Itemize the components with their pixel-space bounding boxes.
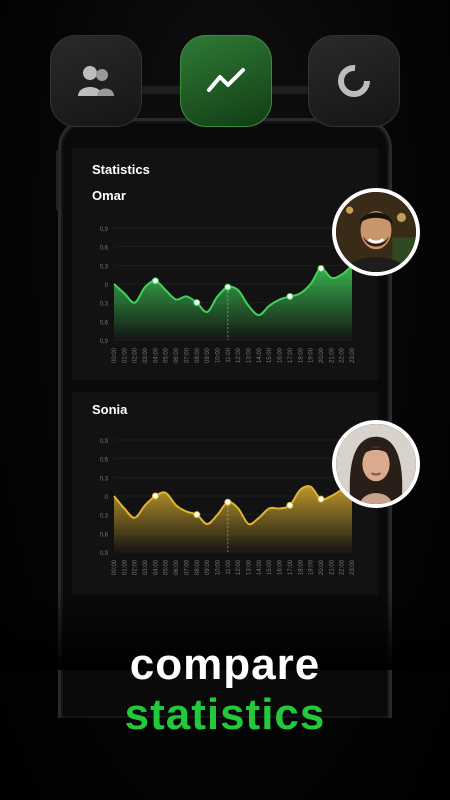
user-name-omar: Omar (92, 188, 126, 203)
x-tick-label: 16:00 (278, 347, 284, 363)
x-tick-label: 18:00 (298, 347, 304, 363)
donut-icon (338, 65, 370, 97)
x-tick-label: 19:00 (309, 347, 315, 363)
avatar-sonia[interactable] (332, 420, 420, 508)
data-point (224, 498, 232, 506)
x-tick-label: 14:00 (257, 347, 263, 363)
x-tick-label: 08:00 (195, 347, 201, 363)
chart-omar: 0,90,60,300,30,60,900:00 01:00 02:00 03:00 0… (100, 227, 356, 363)
x-tick-label: 23:00 (350, 559, 356, 575)
series-area (114, 483, 352, 552)
data-point (151, 277, 159, 285)
x-tick-label: 08:00 (195, 559, 201, 575)
x-tick-label: 11:00 (226, 559, 232, 574)
avatar-omar-image (336, 192, 416, 272)
headline-line2: statistics (124, 690, 326, 739)
x-tick-label: 17:00 (288, 347, 294, 363)
y-tick-label: 0,3 (100, 302, 109, 308)
y-tick-label: 0,6 (100, 246, 109, 252)
y-tick-label: 0,3 (100, 514, 109, 520)
x-tick-label: 03:00 (143, 559, 149, 575)
x-tick-label: 19:00 (309, 559, 315, 575)
phone-side-button (56, 150, 59, 210)
series-area (114, 265, 352, 340)
bottom-fade (0, 590, 450, 670)
x-tick-label: 05:00 (164, 347, 170, 363)
x-tick-label: 07:00 (184, 347, 190, 363)
y-tick-label: 0,6 (100, 458, 109, 464)
tab-donut[interactable] (308, 35, 400, 127)
y-tick-label: 0,3 (100, 264, 109, 270)
tab-users[interactable] (50, 35, 142, 127)
y-tick-label: 0,9 (100, 227, 109, 233)
y-tick-label: 0,9 (100, 339, 109, 345)
y-tick-label: 0,9 (100, 439, 109, 445)
x-tick-label: 06:00 (174, 347, 180, 363)
data-point (317, 495, 325, 503)
x-tick-label: 00:00 (112, 347, 118, 363)
x-tick-label: 12:00 (236, 559, 242, 575)
data-point (317, 264, 325, 272)
x-tick-label: 10:00 (215, 347, 221, 363)
chart-sonia: 0,90,60,300,30,60,900:00 01:00 02:00 03:00 0… (100, 439, 356, 575)
x-tick-label: 11:00 (226, 347, 232, 362)
x-tick-label: 16:00 (278, 559, 284, 575)
y-tick-label: 0,6 (100, 532, 109, 538)
avatar-sonia-image (336, 424, 416, 504)
x-tick-label: 05:00 (164, 559, 170, 575)
data-point (286, 501, 294, 509)
x-tick-label: 13:00 (247, 347, 253, 363)
data-point (224, 283, 232, 291)
x-tick-label: 01:00 (122, 347, 128, 363)
y-tick-label: 0,3 (100, 476, 109, 482)
x-tick-label: 01:00 (122, 559, 128, 575)
x-tick-label: 02:00 (133, 347, 139, 363)
x-tick-label: 02:00 (133, 559, 139, 575)
x-tick-label: 09:00 (205, 347, 211, 363)
x-tick-label: 07:00 (184, 559, 190, 575)
x-tick-label: 04:00 (153, 559, 159, 575)
x-tick-label: 23:00 (350, 347, 356, 363)
statistics-title: Statistics (92, 162, 150, 177)
users-icon (78, 66, 114, 96)
x-tick-label: 10:00 (215, 559, 221, 575)
user-name-sonia: Sonia (92, 402, 128, 417)
x-tick-label: 22:00 (340, 347, 346, 363)
x-tick-label: 15:00 (267, 347, 273, 363)
stats-card-sonia: Sonia 0,9 0,6 0,3 0 0,3 0,6 0,9 00:00 01:00 02:00… (72, 392, 378, 595)
x-tick-label: 00:00 (112, 559, 118, 575)
x-tick-label: 21:00 (329, 559, 335, 575)
x-tick-label: 18:00 (298, 559, 304, 575)
x-tick-label: 17:00 (288, 559, 294, 575)
stats-card-omar: Statistics Omar 0,9 0,6 0,3 0 0,3 0,6 0,9 00:00… (72, 148, 378, 380)
trend-icon (207, 68, 245, 92)
headline-line1: compare (129, 640, 321, 689)
y-tick-label: 0,9 (100, 551, 109, 557)
x-tick-label: 15:00 (267, 559, 273, 575)
avatar-omar[interactable] (332, 188, 420, 276)
x-tick-label: 20:00 (319, 347, 325, 363)
y-tick-label: 0 (105, 495, 109, 501)
data-point (193, 511, 201, 519)
x-tick-label: 13:00 (247, 559, 253, 575)
x-tick-label: 04:00 (153, 347, 159, 363)
data-point (151, 492, 159, 500)
x-tick-label: 06:00 (174, 559, 180, 575)
tab-trend[interactable] (180, 35, 272, 127)
data-point (286, 292, 294, 300)
x-tick-label: 14:00 (257, 559, 263, 575)
x-tick-label: 21:00 (329, 347, 335, 363)
x-tick-label: 09:00 (205, 559, 211, 575)
x-tick-label: 03:00 (143, 347, 149, 363)
y-tick-label: 0,6 (100, 320, 109, 326)
x-tick-label: 12:00 (236, 347, 242, 363)
x-tick-label: 22:00 (340, 559, 346, 575)
y-tick-label: 0 (105, 283, 109, 289)
x-tick-label: 20:00 (319, 559, 325, 575)
data-point (193, 299, 201, 307)
